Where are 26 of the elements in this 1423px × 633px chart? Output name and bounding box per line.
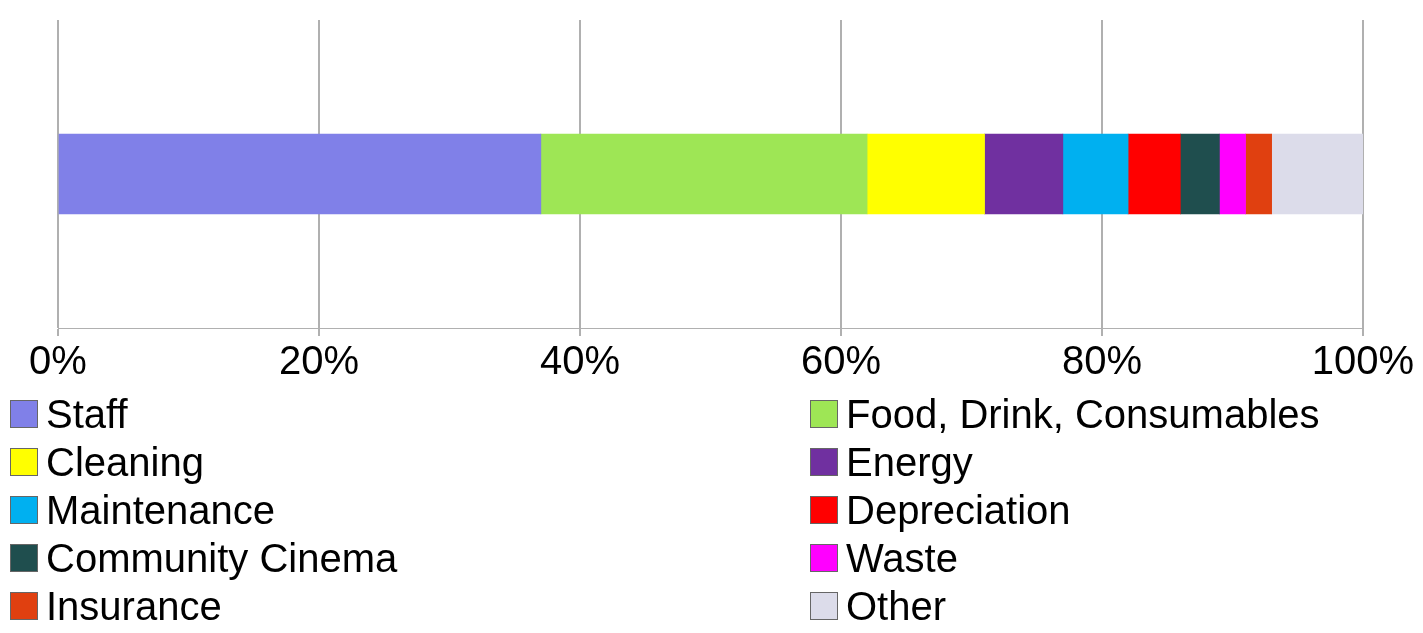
x-tick-label: 100% — [1311, 338, 1415, 383]
bar — [1127, 133, 1181, 215]
legend-label: Energy — [846, 439, 973, 486]
legend-label: Food, Drink, Consumables — [846, 391, 1320, 438]
legend-label: Staff — [46, 391, 128, 438]
legend-label: Depreciation — [846, 487, 1071, 534]
legend-label: Cleaning — [46, 439, 204, 486]
x-tick-label: 0% — [29, 338, 87, 383]
bar — [1179, 133, 1220, 215]
bar — [540, 133, 868, 215]
bar — [1062, 133, 1129, 215]
x-tick-label: 40% — [539, 338, 621, 383]
bar — [984, 133, 1064, 215]
bar — [1245, 133, 1272, 215]
bar — [1271, 133, 1363, 215]
legend-label: Other — [846, 583, 947, 630]
legend-label: Waste — [846, 535, 958, 582]
legend-label: Insurance — [46, 583, 222, 630]
legend-label: Community Cinema — [46, 535, 398, 582]
x-tick-label: 60% — [800, 338, 882, 383]
x-tick-label: 20% — [278, 338, 360, 383]
legend-label: Maintenance — [46, 487, 276, 534]
x-tick-label: 80% — [1061, 338, 1143, 383]
bar — [58, 133, 542, 215]
bar — [1219, 133, 1246, 215]
bar — [866, 133, 985, 215]
